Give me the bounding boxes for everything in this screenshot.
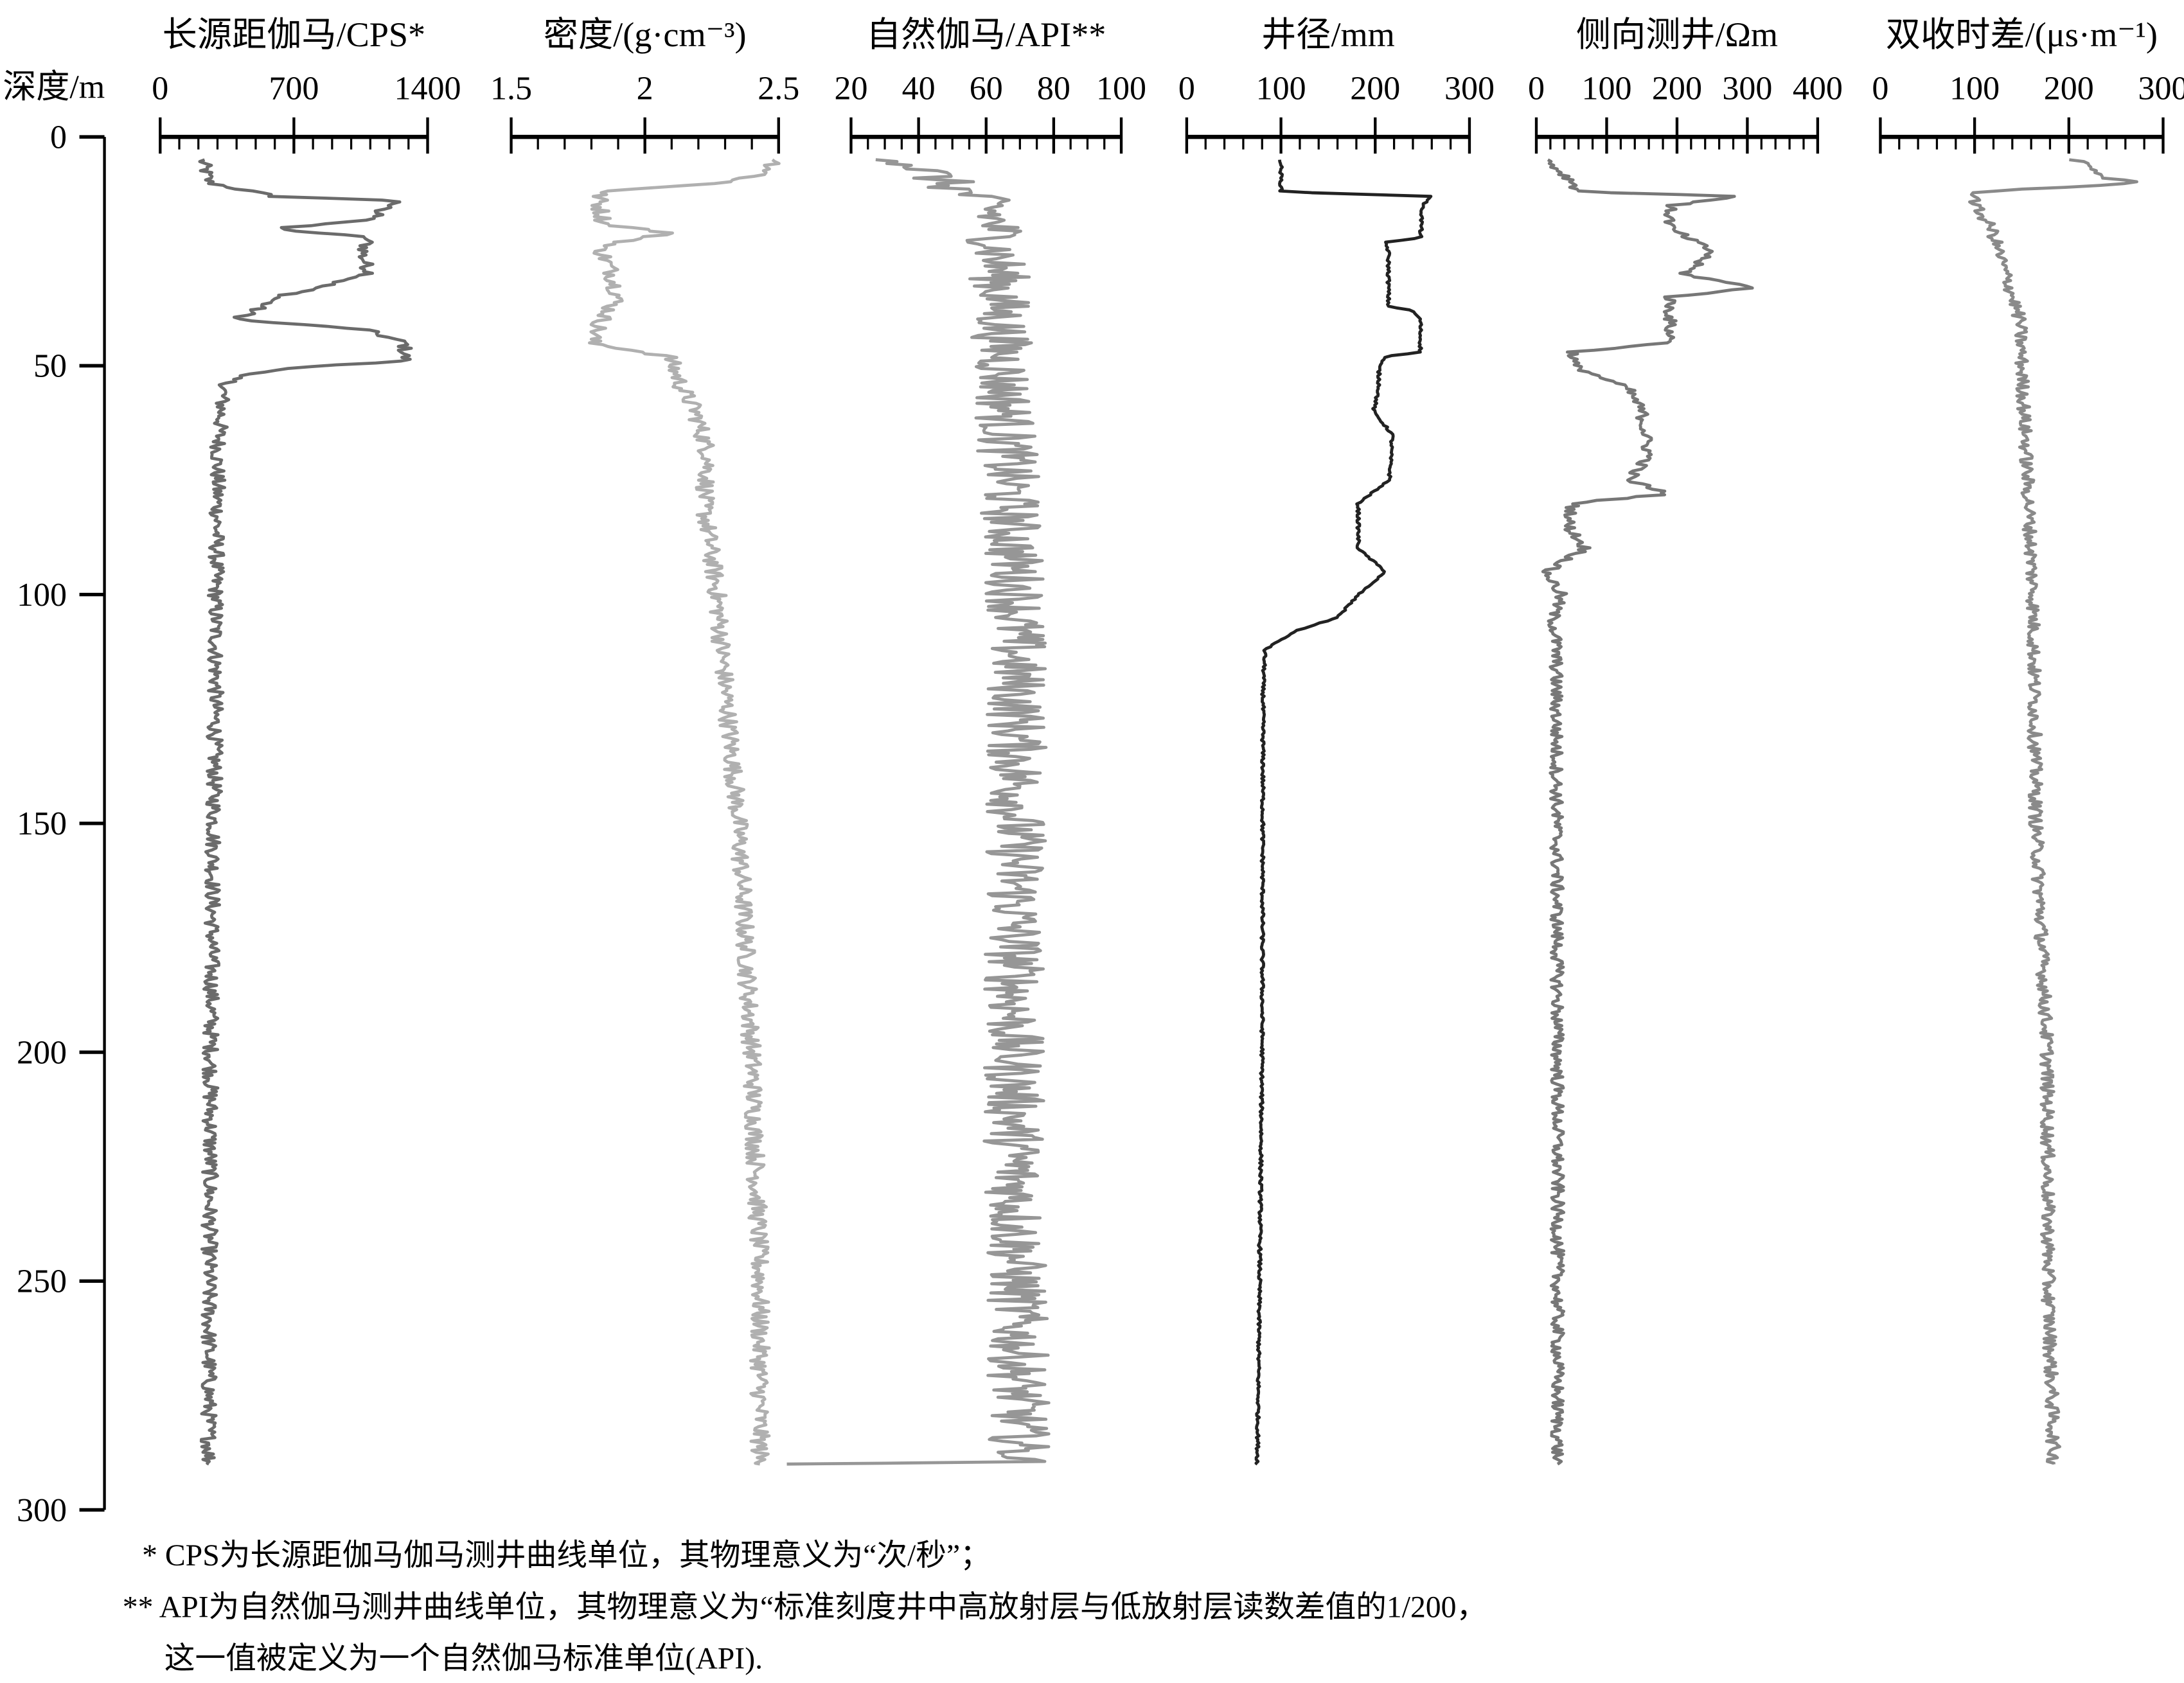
- scale-tick-label: 200: [1350, 71, 1400, 107]
- log-curve: [587, 158, 781, 1466]
- log-curve: [198, 158, 413, 1466]
- scale-tick-label: 0: [152, 71, 168, 107]
- footnote-api-cont: 这一值被定义为一个自然伽马标准单位(API).: [164, 1643, 763, 1676]
- scale-tick-label: 1400: [394, 71, 461, 107]
- depth-axis-label: 深度/m: [3, 69, 105, 105]
- scale-tick-label: 200: [1652, 71, 1702, 107]
- scale-tick-label: 300: [1444, 71, 1495, 107]
- depth-tick-label: 50: [33, 348, 67, 385]
- track-title: 密度/(g·cm⁻³): [544, 15, 747, 54]
- depth-tick-label: 150: [17, 806, 67, 842]
- footnote-api: ** API为自然伽马测井曲线单位，其物理意义为“标准刻度井中高放射层与低放射层…: [123, 1590, 1487, 1624]
- track-5: 侧向测井/Ωm 0 100 200 300 400: [1528, 15, 1843, 1466]
- footnote-cps: * CPS为长源距伽马伽马测井曲线单位，其物理意义为“次/秒”；: [142, 1539, 991, 1573]
- scale-tick-label: 80: [1037, 71, 1070, 107]
- depth-tick-label: 300: [17, 1492, 67, 1529]
- depth-tick-label: 0: [50, 119, 67, 155]
- scale-tick-label: 60: [970, 71, 1003, 107]
- scale-tick-label: 700: [269, 71, 319, 107]
- track-1: 长源距伽马/CPS* 0 700 1400: [152, 15, 461, 1466]
- scale-tick-label: 300: [1722, 71, 1772, 107]
- scale-tick-label: 2: [637, 71, 653, 107]
- track-4: 井径/mm 0 100 200 300: [1178, 15, 1495, 1466]
- track-title: 双收时差/(μs·m⁻¹): [1886, 15, 2158, 54]
- scale-tick-label: 100: [1256, 71, 1306, 107]
- depth-axis: 深度/m 0 50 100 150 200 250 300: [3, 69, 106, 1529]
- scale-tick-label: 200: [2044, 71, 2094, 107]
- log-curve: [1968, 158, 2138, 1465]
- track-title: 侧向测井/Ωm: [1576, 15, 1778, 54]
- depth-tick-label: 200: [17, 1034, 67, 1071]
- track-6: 双收时差/(μs·m⁻¹) 0 100 200 300: [1872, 15, 2184, 1465]
- track-3: 自然伽马/API** 20 40 60 80 100: [786, 15, 1146, 1466]
- scale-tick-label: 100: [1096, 71, 1146, 107]
- scale-tick-label: 300: [2138, 71, 2184, 107]
- depth-tick-label: 100: [17, 577, 67, 613]
- footnotes: * CPS为长源距伽马伽马测井曲线单位，其物理意义为“次/秒”； ** API为…: [123, 1539, 1487, 1675]
- log-curve: [1541, 158, 1754, 1466]
- depth-tick-label: 250: [17, 1264, 67, 1300]
- scale-tick-label: 20: [834, 71, 867, 107]
- scale-tick-label: 0: [1178, 71, 1195, 107]
- scale-tick-label: 100: [1949, 71, 2000, 107]
- log-curve: [1254, 159, 1433, 1466]
- track-title: 自然伽马/API**: [866, 15, 1106, 54]
- track-2: 密度/(g·cm⁻³) 1.5 2 2.5: [490, 15, 799, 1466]
- scale-tick-label: 2.5: [758, 71, 799, 107]
- scale-tick-label: 0: [1872, 71, 1888, 107]
- scale-tick-label: 1.5: [490, 71, 532, 107]
- scale-tick-label: 400: [1793, 71, 1843, 107]
- scale-tick-label: 0: [1528, 71, 1545, 107]
- track-title: 长源距伽马/CPS*: [163, 15, 426, 54]
- track-title: 井径/mm: [1261, 15, 1395, 54]
- log-curve: [786, 158, 1051, 1466]
- scale-tick-label: 100: [1581, 71, 1631, 107]
- scale-tick-label: 40: [902, 71, 936, 107]
